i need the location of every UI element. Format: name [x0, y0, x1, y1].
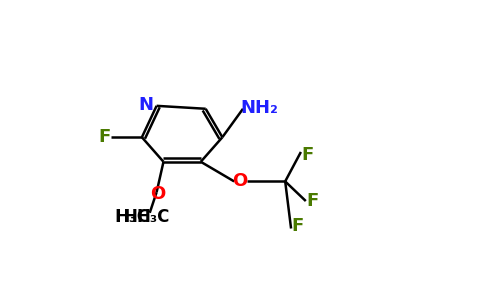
Text: H: H: [123, 208, 137, 226]
Text: NH₂: NH₂: [241, 99, 279, 117]
Text: F: F: [306, 192, 319, 210]
Text: F: F: [98, 128, 111, 146]
Text: F: F: [302, 146, 314, 164]
Text: O: O: [150, 185, 165, 203]
Text: O: O: [232, 172, 248, 190]
Text: H₃C: H₃C: [137, 208, 170, 226]
Text: N: N: [138, 96, 153, 114]
Text: H₃C: H₃C: [114, 208, 150, 226]
Text: F: F: [292, 217, 304, 235]
